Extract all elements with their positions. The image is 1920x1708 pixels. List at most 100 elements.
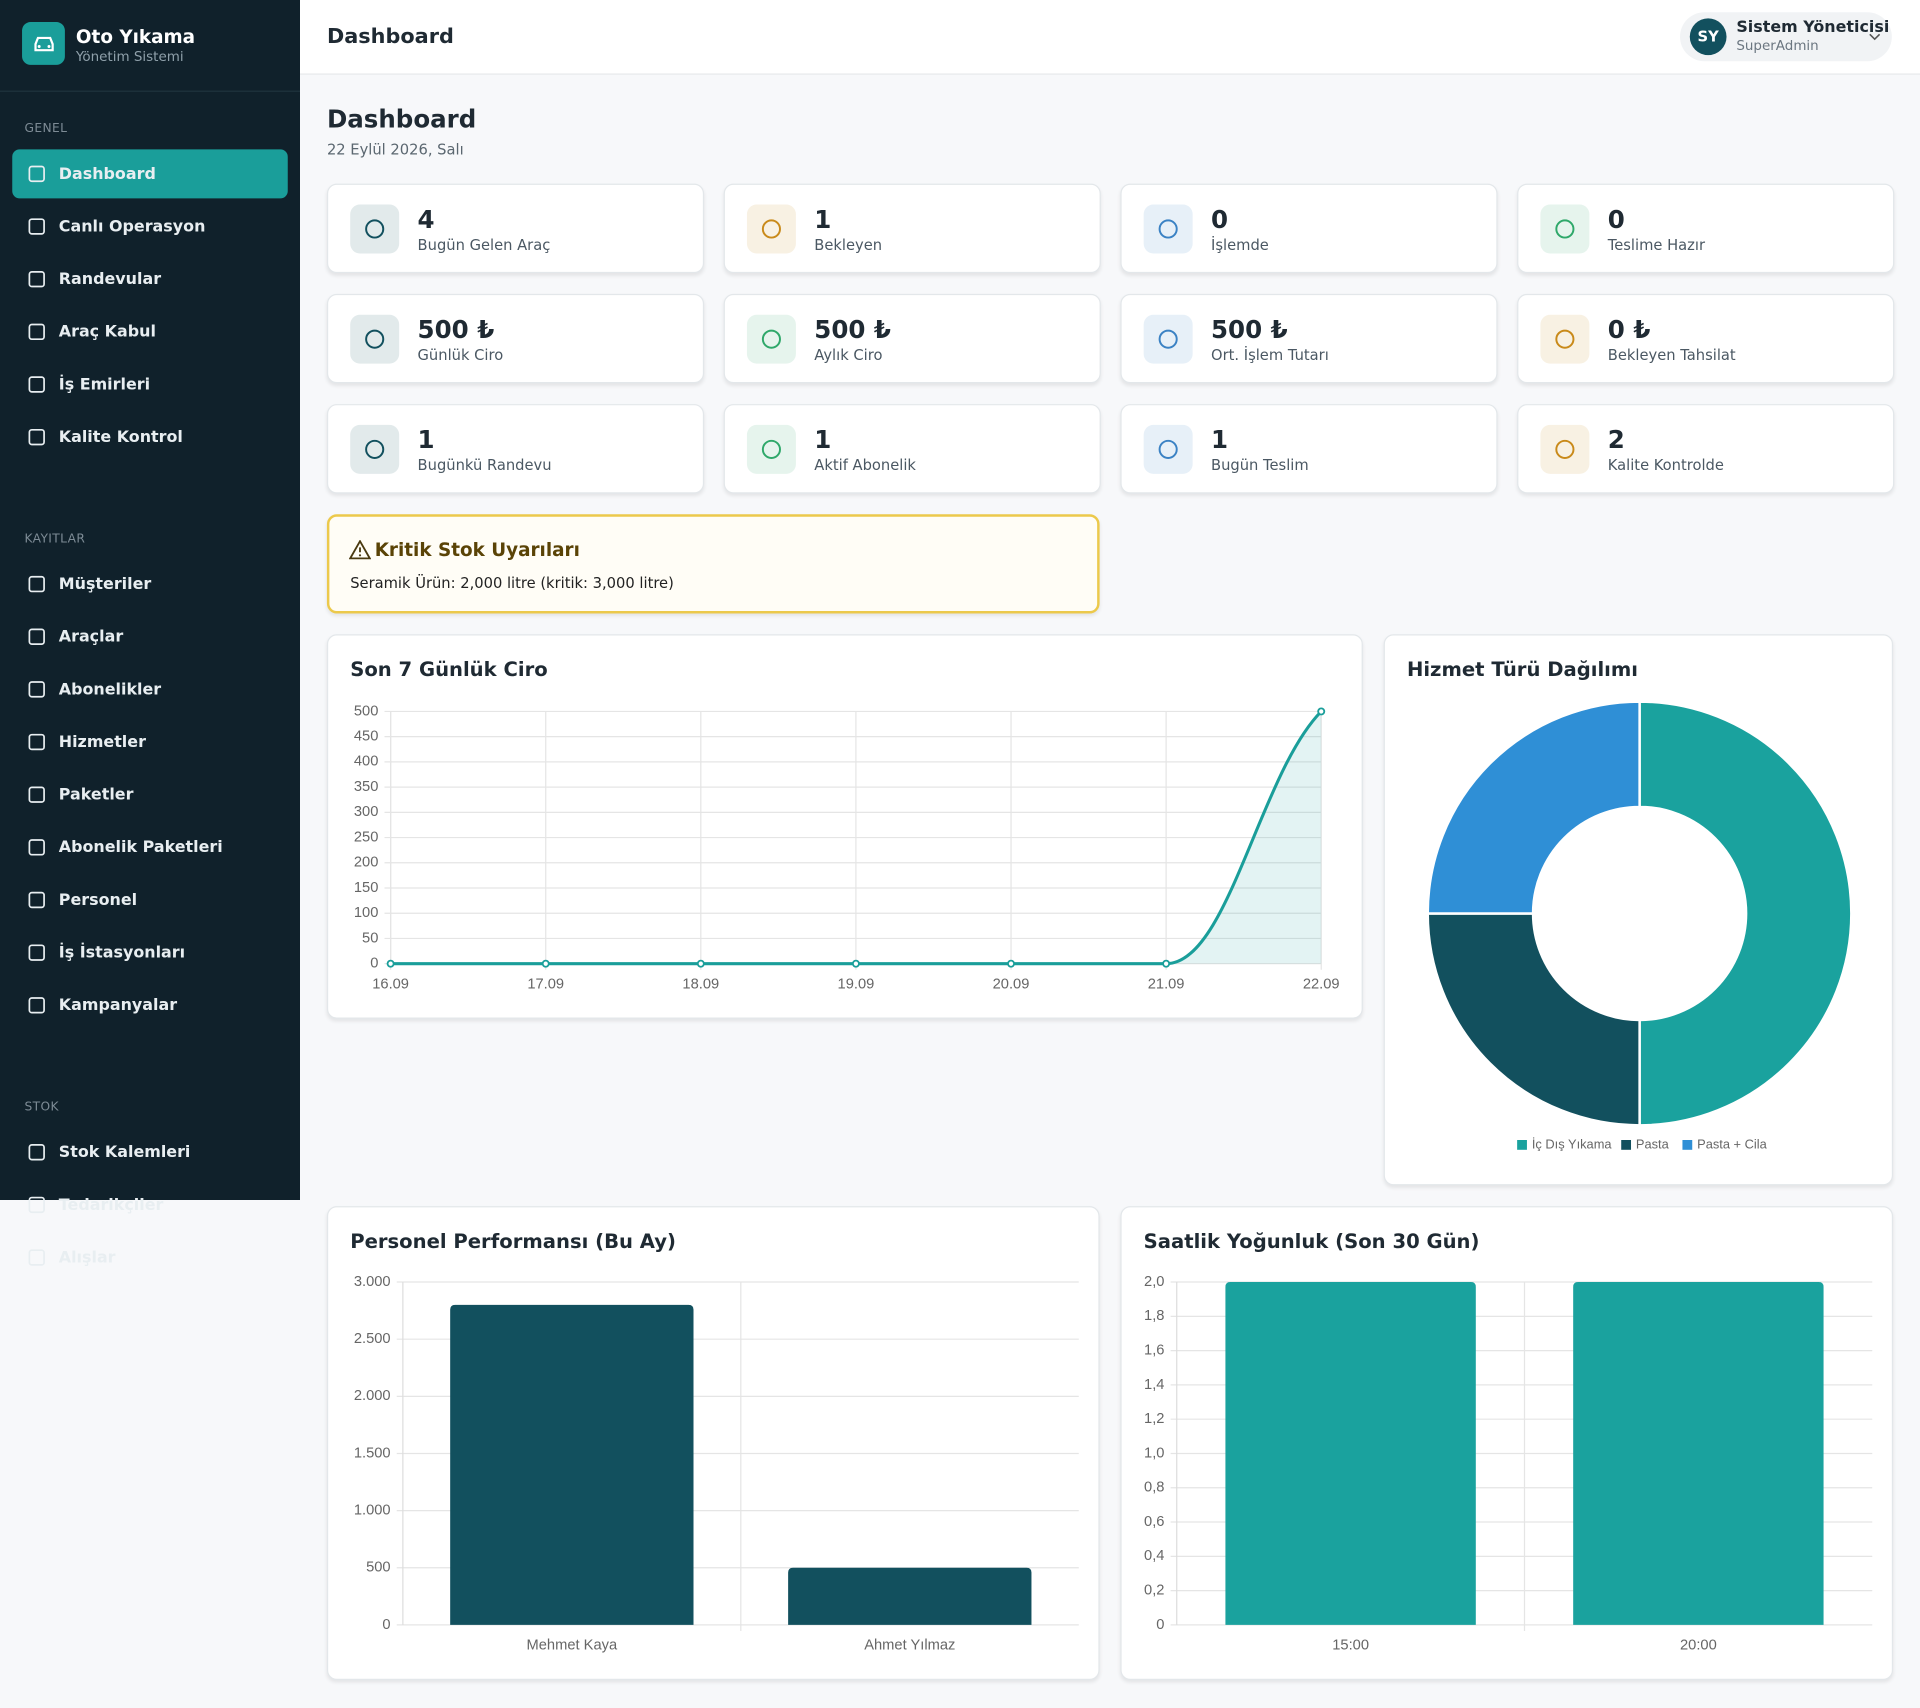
nav-item[interactable]: Hizmetler bbox=[12, 718, 288, 767]
brand-icon bbox=[22, 22, 65, 65]
nav-icon-shape bbox=[28, 428, 45, 446]
nav-icon bbox=[28, 165, 45, 183]
legend-swatch bbox=[1682, 1140, 1693, 1150]
stat-icon bbox=[1143, 204, 1193, 254]
stat-label: Bugünkü Randevu bbox=[417, 456, 552, 474]
nav-icon-shape bbox=[28, 786, 45, 803]
nav-label: Araç Kabul bbox=[58, 322, 156, 342]
stat-icon-glyph bbox=[761, 439, 781, 459]
nav-item[interactable]: Canlı Operasyon bbox=[12, 202, 288, 251]
nav-item[interactable]: Randevular bbox=[12, 255, 288, 304]
nav-label: Kampanyalar bbox=[58, 996, 178, 1015]
nav-item[interactable]: Personel bbox=[12, 876, 288, 925]
line-area bbox=[390, 711, 1322, 964]
nav-label: Alışlar bbox=[58, 1248, 116, 1267]
nav-item[interactable]: Araçlar bbox=[12, 612, 288, 661]
nav-label: Araçlar bbox=[58, 627, 124, 646]
stat-icon-shape bbox=[365, 439, 385, 459]
stat-value: 0 bbox=[1607, 204, 1625, 234]
nav-icon-shape bbox=[28, 681, 45, 698]
nav-icon-shape bbox=[28, 891, 45, 909]
y-tick-label: 500 bbox=[354, 703, 379, 719]
stat-icon-glyph bbox=[761, 329, 781, 349]
stat-card: 2 Kalite Kontrolde bbox=[1517, 404, 1895, 494]
chart-card: Son 7 Günlük Ciro 0 50 100 150 200 250 300 350 40… bbox=[326, 634, 1363, 1019]
line-point bbox=[1162, 959, 1171, 968]
bar bbox=[788, 1567, 1032, 1625]
nav-icon-shape bbox=[28, 376, 45, 393]
nav-item[interactable]: Kalite Kontrol bbox=[12, 413, 288, 462]
line-point bbox=[696, 959, 705, 968]
avatar: SY bbox=[1689, 18, 1727, 56]
user-name: Sistem Yöneticisi bbox=[1736, 18, 1890, 37]
nav-item[interactable]: Tedarikçiler bbox=[12, 1180, 288, 1229]
nav-label: İş Emirleri bbox=[58, 375, 151, 394]
nav-icon-shape bbox=[28, 1196, 45, 1214]
y-tick-label: 2.500 bbox=[354, 1331, 391, 1347]
stat-card: 500 ₺ Aylık Ciro bbox=[723, 293, 1101, 384]
y-tick-label: 500 bbox=[366, 1560, 391, 1576]
nav-item[interactable]: İş İstasyonları bbox=[12, 928, 288, 977]
stat-icon-shape bbox=[1158, 439, 1178, 459]
line-point bbox=[1007, 959, 1016, 968]
nav-label: Paketler bbox=[58, 785, 134, 804]
doughnut-slice bbox=[1426, 912, 1641, 1127]
legend-label: Pasta + Cila bbox=[1697, 1136, 1767, 1151]
nav-item[interactable]: Paketler bbox=[12, 770, 288, 819]
stat-value: 0 bbox=[1211, 204, 1229, 234]
chart-title: Son 7 Günlük Ciro bbox=[350, 657, 548, 681]
line-point bbox=[851, 959, 860, 968]
y-tick-label: 0 bbox=[370, 956, 378, 972]
brand-subtitle: Yönetim Sistemi bbox=[75, 48, 184, 65]
stat-value: 1 bbox=[417, 424, 435, 455]
stat-card: 0 İşlemde bbox=[1120, 183, 1498, 274]
legend-swatch bbox=[1517, 1140, 1527, 1150]
stat-icon bbox=[350, 204, 400, 254]
y-tick-label: 100 bbox=[354, 905, 379, 921]
nav-icon-shape bbox=[28, 733, 45, 751]
nav-icon bbox=[28, 786, 45, 803]
user-menu[interactable]: SY Sistem Yöneticisi SuperAdmin bbox=[1680, 12, 1892, 62]
x-tick-label: Ahmet Yılmaz bbox=[864, 1638, 955, 1654]
stat-value: 1 bbox=[1211, 424, 1229, 455]
nav-item[interactable]: Kampanyalar bbox=[12, 981, 288, 1030]
chevron bbox=[1869, 33, 1881, 41]
stat-label: Kalite Kontrolde bbox=[1607, 456, 1724, 474]
nav-item[interactable]: Araç Kabul bbox=[12, 307, 288, 356]
nav-item[interactable]: Dashboard bbox=[12, 149, 288, 199]
doughnut-slice bbox=[1638, 700, 1853, 1127]
chart-card: Personel Performansı (Bu Ay) 0 500 1.000 1.5… bbox=[326, 1206, 1100, 1680]
nav-label: İş İstasyonları bbox=[58, 943, 186, 962]
nav-item[interactable]: Abonelikler bbox=[12, 665, 288, 714]
sidebar: Oto Yıkama Yönetim Sistemi GENEL Dashboar… bbox=[0, 0, 300, 1267]
nav-item[interactable]: İş Emirleri bbox=[12, 360, 288, 409]
line-point bbox=[1317, 707, 1326, 716]
nav-item[interactable]: Stok Kalemleri bbox=[12, 1128, 288, 1177]
stat-label: Aktif Abonelik bbox=[814, 456, 916, 474]
nav-icon bbox=[28, 270, 45, 288]
alert-text: Seramik Ürün: 2,000 litre (kritik: 3,000… bbox=[350, 574, 674, 592]
chart-title: Personel Performansı (Bu Ay) bbox=[350, 1229, 676, 1253]
stat-icon-glyph bbox=[1555, 439, 1575, 459]
stat-icon-shape bbox=[1158, 219, 1178, 239]
y-tick-label: 0,6 bbox=[1144, 1514, 1164, 1530]
nav-item[interactable]: Abonelik Paketleri bbox=[12, 823, 288, 872]
nav-icon bbox=[28, 733, 45, 751]
nav-item[interactable]: Müşteriler bbox=[12, 560, 288, 609]
stat-icon-glyph bbox=[1158, 329, 1178, 349]
stat-label: Bugün Gelen Araç bbox=[417, 236, 551, 254]
x-tick-label: 16.09 bbox=[372, 976, 409, 992]
stat-card: 500 ₺ Günlük Ciro bbox=[326, 293, 705, 384]
y-tick-label: 0,2 bbox=[1144, 1582, 1164, 1598]
stat-icon-glyph bbox=[365, 329, 385, 349]
stat-icon bbox=[746, 204, 796, 254]
bar bbox=[1225, 1282, 1476, 1625]
nav-label: Dashboard bbox=[58, 164, 156, 184]
nav-icon bbox=[28, 628, 45, 645]
stat-icon bbox=[1143, 314, 1193, 364]
legend-label: İç Dış Yıkama bbox=[1532, 1136, 1613, 1151]
nav-item[interactable]: Alışlar bbox=[12, 1233, 288, 1282]
chart: 0 50 100 150 200 250 300 350 400 450 500 16.09 17.09… bbox=[354, 703, 1340, 992]
x-tick-label: 18.09 bbox=[682, 976, 719, 992]
